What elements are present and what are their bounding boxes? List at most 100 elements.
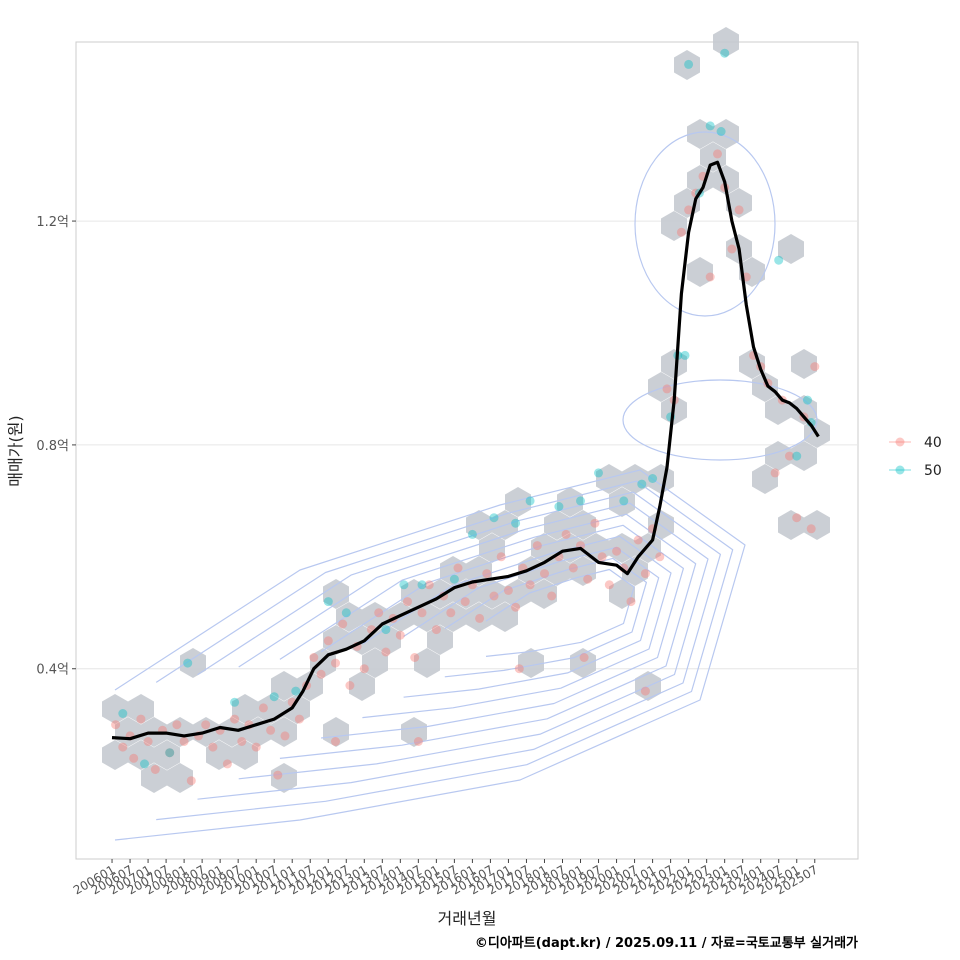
legend-label: 50: [924, 463, 942, 479]
legend: 40 50: [889, 435, 942, 479]
hexbin-cell: [531, 533, 557, 563]
hexbin-cell: [128, 694, 154, 724]
hexbin-cell: [518, 648, 544, 678]
point-40: [604, 580, 614, 590]
point-40: [785, 451, 794, 461]
hexbin-cell: [271, 763, 297, 793]
point-40: [316, 669, 326, 679]
point-50: [716, 127, 726, 136]
density-contour: [238, 502, 709, 780]
hexbin-cell: [739, 257, 765, 287]
point-50: [720, 48, 730, 58]
point-50: [291, 686, 301, 696]
point-50: [792, 451, 802, 461]
hexbin-cell: [128, 740, 154, 770]
hexbin-cell: [297, 671, 323, 701]
point-40: [579, 653, 589, 662]
point-40: [640, 686, 650, 696]
point-40: [511, 602, 521, 612]
point-40: [345, 681, 355, 690]
point-40: [273, 770, 283, 780]
hexbin-cell: [427, 625, 453, 655]
hexbin-cell: [544, 556, 570, 586]
hexbin-cell: [505, 579, 531, 609]
hexbin-cell: [687, 257, 713, 287]
point-50: [511, 518, 521, 528]
hexbin-cell: [271, 671, 297, 701]
point-40: [806, 524, 816, 534]
point-40: [186, 776, 196, 786]
hexbin-cell: [661, 211, 687, 241]
y-tick-label: 1.2억: [36, 215, 69, 230]
point-40: [150, 765, 160, 774]
hexbin-cell: [466, 602, 492, 632]
hexbin-cell: [440, 556, 466, 586]
point-40: [770, 468, 780, 478]
hexbin-cell: [713, 27, 739, 57]
density-contour: [320, 524, 684, 739]
point-40: [424, 580, 434, 590]
point-50: [594, 468, 603, 478]
point-40: [460, 597, 470, 607]
point-40: [503, 585, 513, 595]
point-40: [417, 608, 427, 618]
hexbin-cell: [206, 740, 232, 770]
hexbin-cell: [180, 648, 206, 678]
hexbin-cell: [713, 165, 739, 195]
hexbin-cell: [791, 349, 817, 379]
point-40: [453, 563, 463, 573]
point-50: [554, 502, 564, 511]
density-contour: [403, 546, 660, 698]
hexbin-cell: [648, 372, 674, 402]
trend-line: [111, 160, 820, 741]
point-40: [410, 653, 420, 662]
hexbin-cell: [414, 648, 440, 678]
point-50: [619, 496, 629, 506]
point-40: [475, 613, 485, 623]
point-40: [633, 535, 643, 545]
density-contour: [279, 513, 697, 759]
hexbin-cell: [401, 579, 427, 609]
point-50: [489, 513, 499, 523]
hexbin-cell: [609, 579, 635, 609]
point-40: [590, 518, 600, 528]
point-40: [165, 748, 175, 758]
point-50: [323, 597, 333, 607]
hexbin-cell: [141, 763, 167, 793]
point-40: [338, 619, 348, 629]
point-40: [258, 703, 268, 713]
point-40: [713, 149, 722, 159]
hexbin-cell: [323, 717, 349, 747]
point-40: [727, 244, 737, 254]
hexbin-cell: [687, 119, 713, 149]
point-50: [230, 697, 240, 707]
hexbin-cell: [284, 694, 310, 724]
point-40: [583, 574, 593, 584]
point-50: [467, 529, 477, 539]
point-50: [803, 395, 812, 405]
point-50: [637, 479, 647, 489]
density-contour: [155, 480, 734, 821]
legend-key-point: [895, 465, 905, 475]
hexbin-cell: [414, 602, 440, 632]
point-50: [576, 496, 585, 506]
point-40: [403, 597, 412, 607]
hexbin-cell: [102, 694, 128, 724]
hexbin-cell: [713, 119, 739, 149]
point-40: [280, 731, 290, 741]
hexbin-cell: [362, 648, 388, 678]
hexbin-cell: [323, 579, 349, 609]
point-50: [648, 474, 658, 483]
point-40: [655, 552, 665, 562]
trend-line-layer: [111, 160, 820, 741]
hexbin-cell: [232, 740, 258, 770]
point-50: [774, 255, 784, 265]
density-contour-layer: [114, 131, 818, 841]
hexbin-cell: [726, 188, 752, 218]
point-50: [341, 608, 351, 618]
x-axis-ticks: 2006012006072007012007072008012008072009…: [71, 859, 820, 898]
hexbin-cell: [752, 372, 778, 402]
point-40: [395, 630, 405, 640]
point-40: [201, 720, 211, 730]
